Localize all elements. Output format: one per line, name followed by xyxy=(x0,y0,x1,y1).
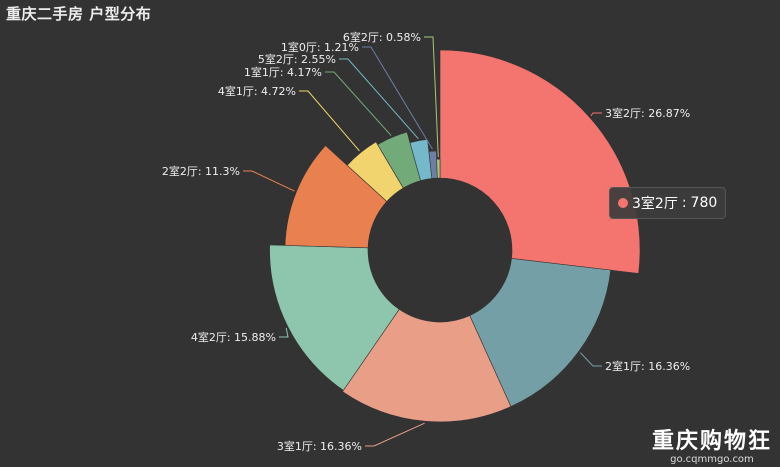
tooltip-value: 780 xyxy=(690,195,718,211)
leader-line-6室2厅 xyxy=(424,36,439,158)
slice-3室1厅[interactable] xyxy=(342,308,512,423)
slice-label-1室0厅: 1室0厅: 1.21% xyxy=(281,40,359,54)
leader-line-4室2厅 xyxy=(279,327,289,338)
slice-3室2厅[interactable] xyxy=(439,49,641,274)
leader-line-1室0厅 xyxy=(362,46,433,150)
watermark-sub: go.cqmmgo.com xyxy=(670,454,754,465)
chart-title: 重庆二手房 户型分布 xyxy=(6,5,152,23)
slice-2室2厅[interactable] xyxy=(284,145,388,249)
leader-line-2室2厅 xyxy=(243,170,295,192)
slice-label-2室1厅: 2室1厅: 16.36% xyxy=(605,359,690,373)
slice-2室1厅[interactable] xyxy=(469,258,612,407)
slice-label-1室1厅: 1室1厅: 4.17% xyxy=(244,65,322,79)
tooltip: 3室2厅: 780 xyxy=(609,187,727,219)
leader-line-3室1厅 xyxy=(365,422,425,447)
leader-line-2室1厅 xyxy=(579,352,602,367)
tooltip-color-dot xyxy=(618,198,628,208)
tooltip-name: 3室2厅 xyxy=(632,196,678,212)
slice-label-2室2厅: 2室2厅: 11.3% xyxy=(162,164,240,178)
watermark-logo: 重庆购物狂 go.cqmmgo.com xyxy=(651,429,772,466)
watermark-main: 重庆购物狂 xyxy=(651,429,772,454)
slice-4室2厅[interactable] xyxy=(269,244,400,391)
slice-label-4室1厅: 4室1厅: 4.72% xyxy=(218,84,296,98)
leader-line-5室2厅 xyxy=(339,58,419,140)
slice-label-6室2厅: 6室2厅: 0.58% xyxy=(343,30,421,44)
slice-label-5室2厅: 5室2厅: 2.55% xyxy=(258,52,336,66)
slice-label-3室2厅: 3室2厅: 26.87% xyxy=(605,106,690,120)
leader-line-4室1厅 xyxy=(299,90,360,152)
leader-line-1室1厅 xyxy=(325,71,392,136)
slice-6室2厅[interactable] xyxy=(436,158,441,179)
slice-label-3室1厅: 3室1厅: 16.36% xyxy=(277,439,362,453)
leader-line-3室2厅 xyxy=(590,112,602,117)
slice-label-4室2厅: 4室2厅: 15.88% xyxy=(191,330,276,344)
